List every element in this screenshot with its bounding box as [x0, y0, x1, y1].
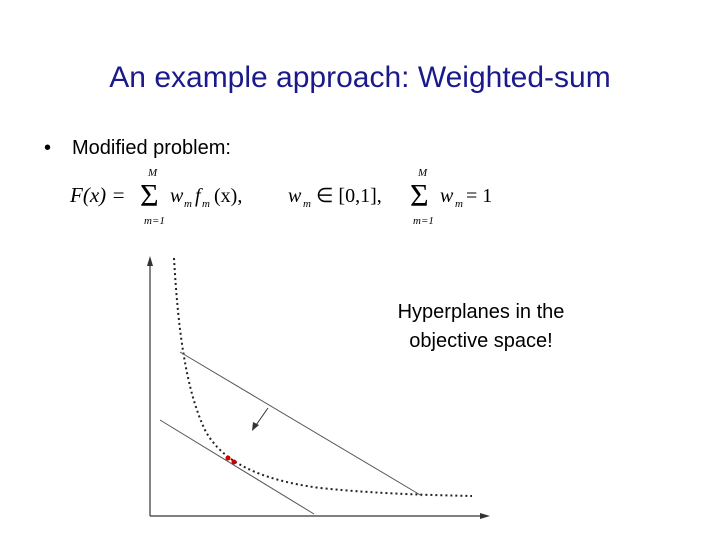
formula-limit: M [417, 167, 428, 179]
formula-sub: m [202, 198, 210, 210]
formula-term: f [195, 185, 203, 207]
optimum-point [225, 455, 231, 461]
formula-term: (x), [214, 185, 242, 207]
axis-arrow [480, 513, 490, 519]
formula-term: = 1 [466, 185, 492, 207]
formula-term: w [288, 185, 302, 207]
bullet-text: Modified problem: [72, 137, 231, 159]
axis-arrow [147, 256, 153, 266]
hyperplane [159, 419, 315, 515]
hyperplane [179, 351, 423, 497]
bullet-point: • [44, 137, 51, 159]
formula-sub: m [455, 198, 463, 210]
formula-sub: m [184, 198, 192, 210]
formula-limit: m=1 [413, 215, 434, 227]
formula-sigma: Σ [140, 177, 159, 213]
formula-term: w [440, 185, 454, 207]
shift-arrow-head [252, 422, 259, 431]
formula-term: ∈ [0,1], [316, 185, 382, 207]
callout-text: objective space! [409, 330, 552, 352]
formula-limit: M [147, 167, 158, 179]
formula-sigma: Σ [410, 177, 429, 213]
callout-box [358, 292, 490, 356]
formula-sub: m [303, 198, 311, 210]
formula-term: F(x) = [69, 183, 126, 207]
slide-title: An example approach: Weighted-sum [109, 61, 610, 94]
formula: F(x) = M Σ m=1 w m f m (x), w m ∈ [0,1],… [69, 167, 492, 227]
pareto-front [173, 257, 473, 497]
optimum-point [231, 459, 237, 465]
formula-limit: m=1 [144, 215, 165, 227]
formula-term: w [170, 185, 184, 207]
callout-text: Hyperplanes in the [398, 301, 565, 323]
objective-space-diagram: Hyperplanes in the objective space! [147, 256, 564, 519]
